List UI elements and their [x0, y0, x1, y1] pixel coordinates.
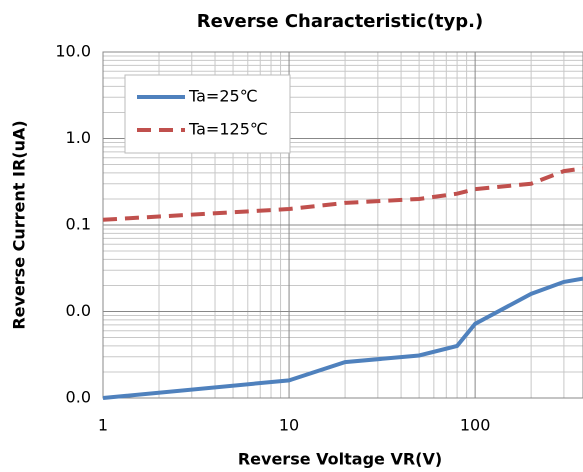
legend-box — [124, 74, 291, 154]
y-tick-label: 1.0 — [66, 128, 91, 147]
chart-title: Reverse Characteristic(typ.) — [197, 11, 483, 32]
x-tick-label: 100 — [460, 416, 491, 435]
legend-label: Ta=125℃ — [188, 120, 268, 139]
y-tick-label: 0.0 — [66, 388, 91, 407]
series-line — [102, 166, 583, 222]
series-line — [102, 276, 583, 400]
y-axis-label: Reverse Current IR(uA) — [10, 120, 29, 329]
x-axis-label: Reverse Voltage VR(V) — [238, 450, 442, 469]
y-tick-label: 10.0 — [55, 42, 91, 61]
y-tick-label: 0.0 — [66, 301, 91, 320]
legend-label: Ta=25℃ — [188, 87, 258, 106]
x-tick-label: 1 — [98, 416, 108, 435]
x-tick-label: 10 — [279, 416, 299, 435]
y-tick-label: 0.1 — [66, 215, 91, 234]
plot-frame — [102, 51, 583, 399]
